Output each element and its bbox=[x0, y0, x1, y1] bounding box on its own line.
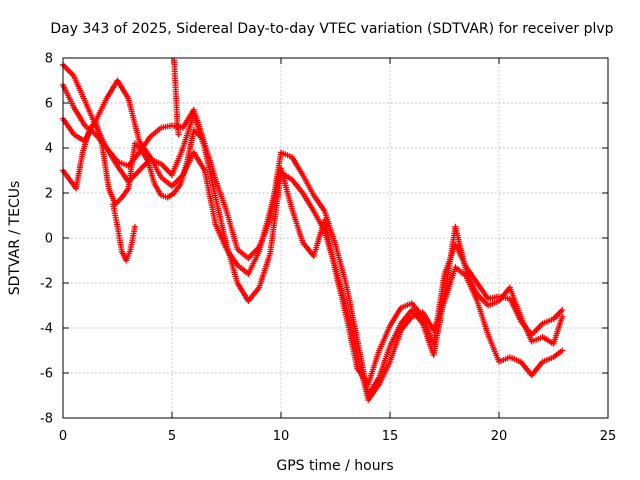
y-tick-labels: -8 -6 -4 -2 0 2 4 6 8 bbox=[40, 52, 53, 427]
series-track-6 bbox=[171, 57, 182, 138]
x-tick-label: 0 bbox=[59, 429, 67, 444]
chart-title: Day 343 of 2025, Sidereal Day-to-day VTE… bbox=[50, 21, 613, 37]
y-tick-label: -2 bbox=[40, 277, 53, 292]
x-tick-label: 15 bbox=[382, 429, 399, 444]
y-tick-label: 0 bbox=[45, 232, 53, 247]
data-point bbox=[175, 131, 182, 138]
y-tick-label: -8 bbox=[40, 412, 53, 427]
x-tick-label: 10 bbox=[273, 429, 290, 444]
data-point bbox=[559, 313, 566, 320]
x-axis-label: GPS time / hours bbox=[276, 458, 393, 474]
data-point bbox=[559, 307, 566, 313]
y-tick-label: -4 bbox=[40, 322, 53, 337]
y-axis-label: SDTVAR / TECUs bbox=[7, 181, 23, 296]
series-track-4 bbox=[60, 118, 204, 208]
y-tick-label: 2 bbox=[45, 187, 53, 202]
series-track-3 bbox=[60, 77, 566, 388]
x-tick-label: 5 bbox=[168, 429, 176, 444]
data-points bbox=[60, 57, 566, 403]
x-tick-label: 20 bbox=[491, 429, 508, 444]
plot-frame bbox=[62, 57, 609, 419]
y-tick-label: 4 bbox=[45, 142, 53, 157]
data-point bbox=[197, 133, 204, 140]
data-point bbox=[131, 223, 138, 230]
y-tick-label: 6 bbox=[45, 97, 53, 112]
x-tick-label: 25 bbox=[600, 429, 617, 444]
y-tick-label: -6 bbox=[40, 367, 53, 382]
x-tick-labels: 0 5 10 15 20 25 bbox=[59, 429, 616, 444]
data-point bbox=[559, 347, 566, 354]
y-tick-label: 8 bbox=[45, 52, 53, 67]
series-track-5 bbox=[110, 201, 138, 264]
